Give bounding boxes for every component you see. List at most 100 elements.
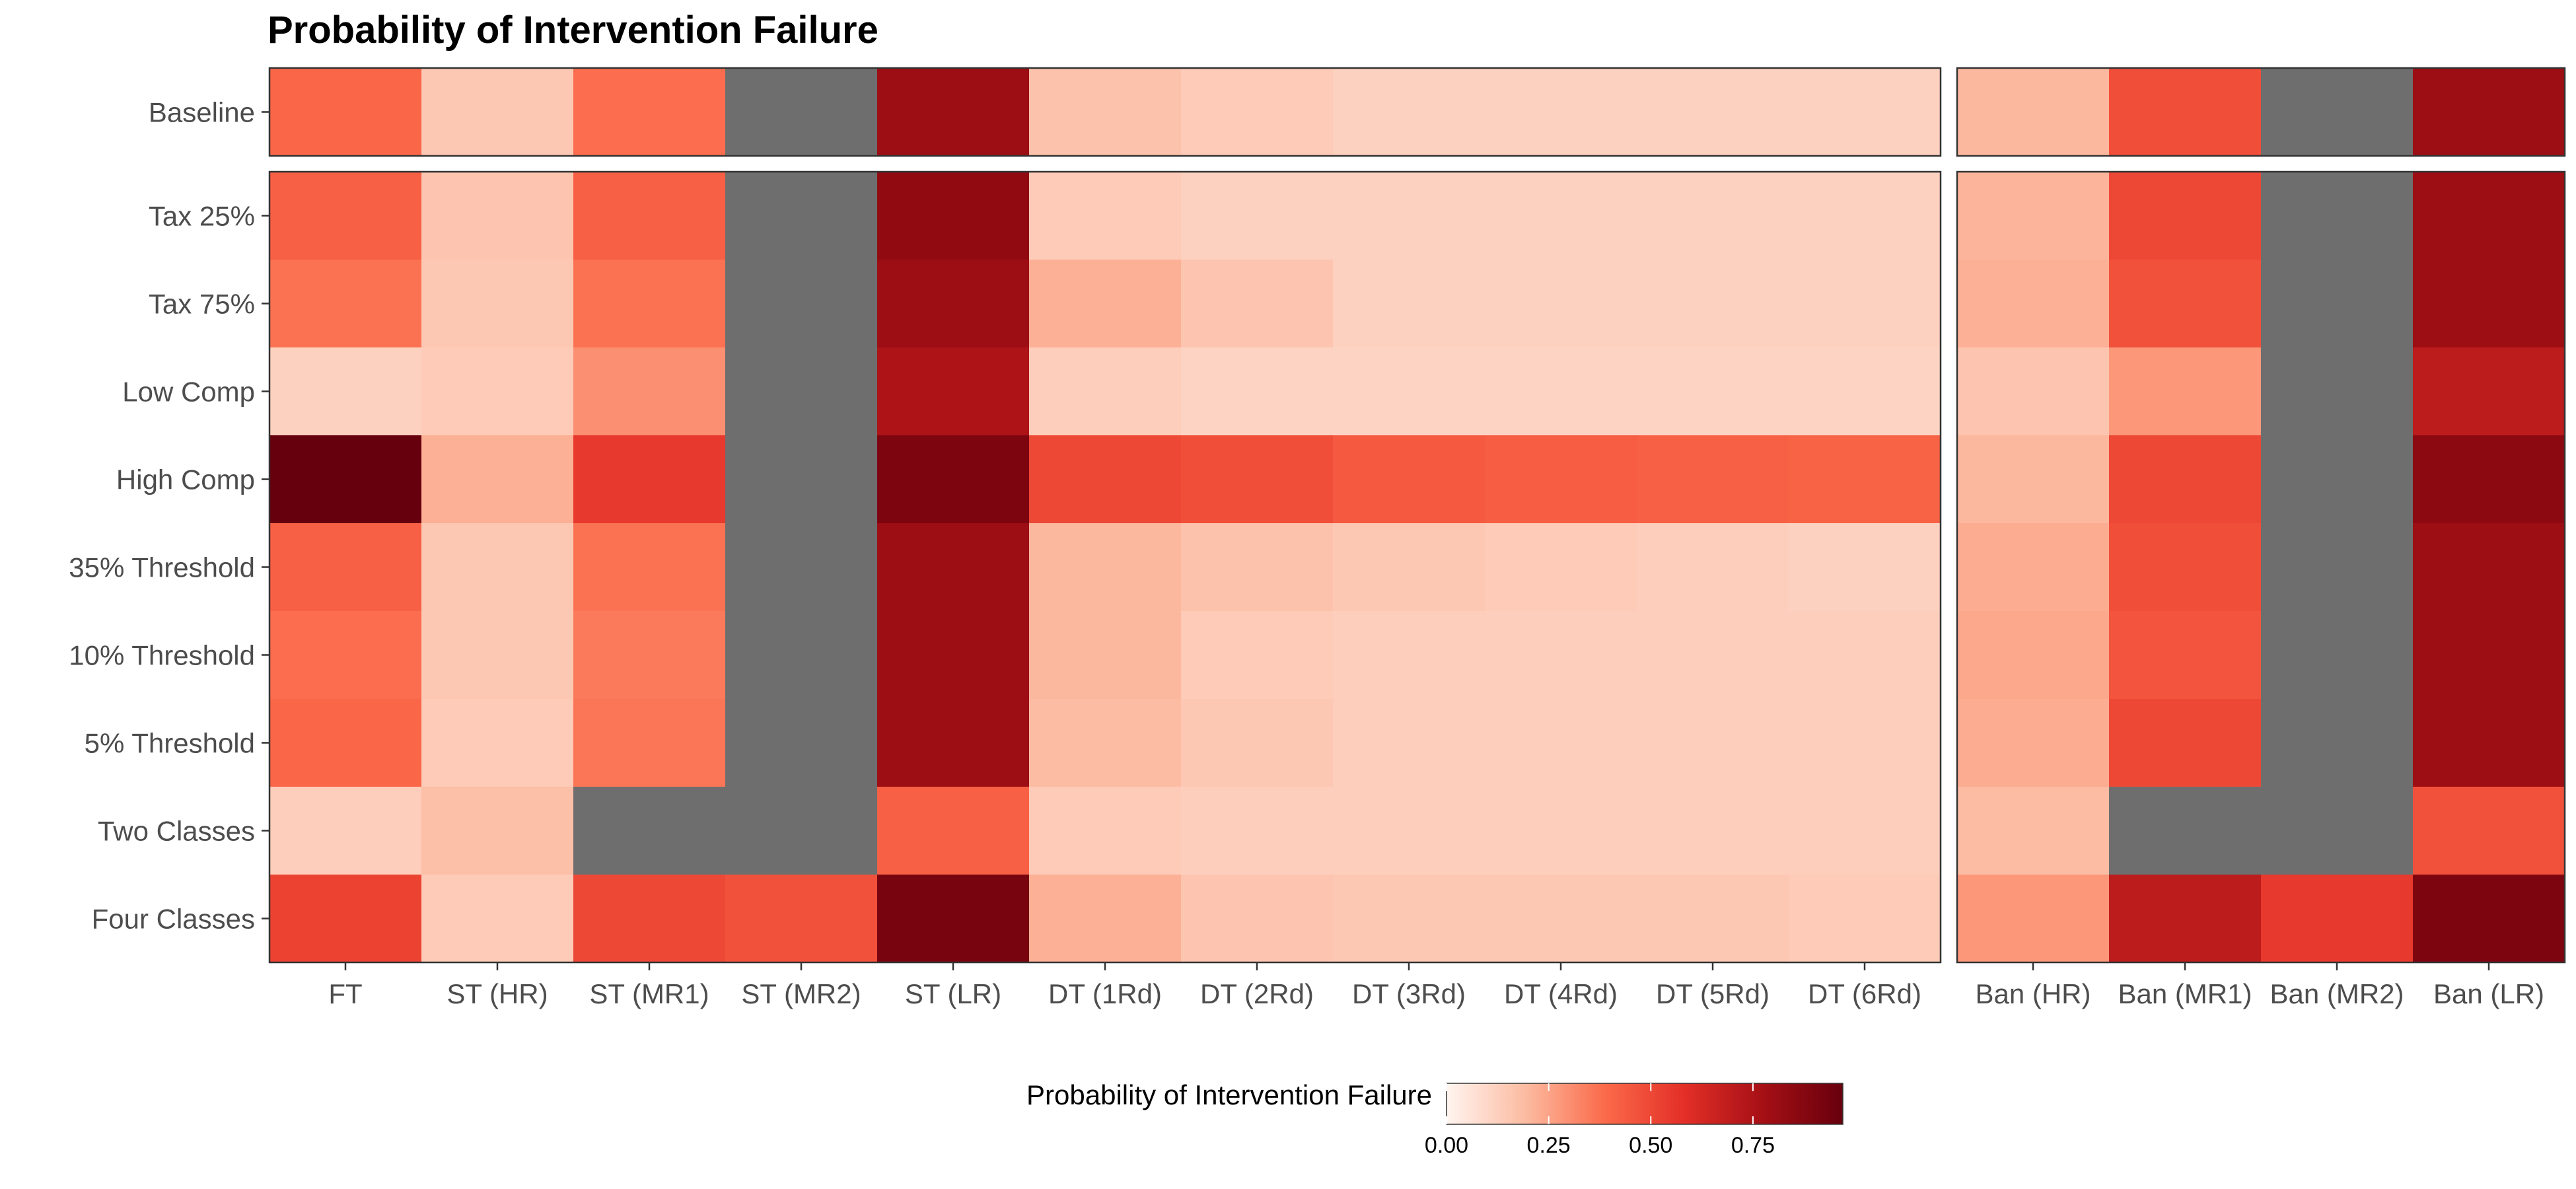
legend-tick-label: 0.00 [1425,1133,1468,1158]
heatmap-cell [1957,611,2110,700]
heatmap-cell [1181,787,1334,875]
heatmap-cell [2261,172,2414,260]
heatmap-cell [1789,787,1941,875]
heatmap-cell [2413,875,2565,963]
heatmap-cell [2413,787,2565,875]
heatmap-cell [1029,787,1182,875]
legend-colorbar [1446,1083,1843,1125]
heatmap-cell [1637,68,1789,157]
heatmap-cell [269,68,422,157]
heatmap-cell [725,435,878,524]
heatmap-cell [1029,172,1182,260]
heatmap-cell [573,68,726,157]
legend-tick-label: 0.50 [1629,1133,1672,1158]
row-labels: Baseline Tax 25% Tax 75% Low Comp High Comp 3… [69,97,269,935]
legend-tick-label: 0.25 [1527,1133,1571,1158]
heatmap-cell [1957,523,2110,612]
column-label: ST (MR2) [741,978,861,1009]
heatmap-cell [269,347,422,436]
heatmap-cell [1637,172,1789,260]
heatmap-cell [1789,172,1941,260]
heatmap-cell [573,787,726,875]
heatmap-cell [2109,435,2262,524]
column-label: DT (1Rd) [1048,978,1162,1009]
heatmap-cell [1789,435,1941,524]
heatmap-cell [2109,172,2262,260]
column-label: DT (4Rd) [1504,978,1618,1009]
heatmap-cell [2261,435,2414,524]
heatmap-cell [877,611,1030,700]
heatmap-cell [421,260,574,348]
heatmap-cell [2109,347,2262,436]
heatmap-cell [2413,523,2565,612]
heatmap-cell [421,435,574,524]
row-label: Tax 25% [149,201,255,232]
heatmap-cell [1637,611,1789,700]
heatmap-cell [421,523,574,612]
heatmap-cell [2261,347,2414,436]
heatmap-cell [1181,875,1334,963]
heatmap-cell [1029,875,1182,963]
heatmap-cell [2413,435,2565,524]
heatmap-cell [2261,699,2414,787]
heatmap-cell [2261,611,2414,700]
heatmap-cell [725,172,878,260]
column-label: Ban (MR1) [2118,978,2252,1009]
heatmap-cell [421,172,574,260]
heatmap-cell [573,260,726,348]
heatmap-cell [877,260,1030,348]
heatmap-cell [269,875,422,963]
column-label: ST (LR) [905,978,1001,1009]
heatmap-cell [1957,172,2110,260]
heatmap-cell [725,787,878,875]
column-label: DT (6Rd) [1808,978,1921,1009]
heatmap-cell [877,172,1030,260]
heatmap-cell [1789,347,1941,436]
heatmap-cell [1181,699,1334,787]
heatmap-cell [1333,523,1485,612]
heatmap-cell [1485,611,1637,700]
heatmap-cell [1485,68,1637,157]
heatmap-cell [877,347,1030,436]
heatmap-cell [1637,260,1789,348]
heatmap-cell [1485,435,1637,524]
heatmap-cell [421,347,574,436]
chart-title: Probability of Intervention Failure [268,9,878,52]
heatmap-cell [1029,260,1182,348]
row-label: Low Comp [122,377,255,408]
heatmap-cell [1029,611,1182,700]
heatmap-cell [877,435,1030,524]
heatmap-cell [1181,172,1334,260]
heatmap-cell [1957,875,2110,963]
row-label: 5% Threshold [85,728,255,759]
heatmap-cell [1485,699,1637,787]
heatmap-cell [725,68,878,157]
heatmap-cell [573,435,726,524]
heatmap-cell [269,787,422,875]
heatmap-cell [2413,347,2565,436]
panel-border [1956,67,2566,157]
color-legend: Probability of Intervention Failure 0.00… [1026,1079,1843,1158]
heatmap-cell [1333,260,1485,348]
heatmap-cell [1333,347,1485,436]
heatmap-cell [421,611,574,700]
heatmap-cell [1333,172,1485,260]
heatmap-cell [877,699,1030,787]
heatmap-cell [2261,260,2414,348]
heatmap-cell [2261,787,2414,875]
heatmap-cell [2413,611,2565,700]
heatmap-cell [1485,172,1637,260]
heatmap-cell [2109,875,2262,963]
heatmap-cell [1333,611,1485,700]
heatmap-cell [1181,260,1334,348]
row-label: Tax 75% [149,289,255,320]
column-label: DT (3Rd) [1352,978,1466,1009]
heatmap-cell [1333,699,1485,787]
heatmap-cell [2109,68,2262,157]
heatmap-cell [1029,435,1182,524]
heatmap-cell [2413,172,2565,260]
heatmap-cell [269,435,422,524]
heatmap-cell [2261,68,2414,157]
heatmap-cell [725,699,878,787]
heatmap-cell [877,68,1030,157]
